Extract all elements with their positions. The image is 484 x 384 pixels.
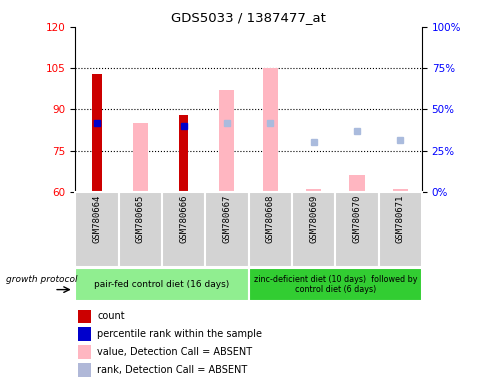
Text: rank, Detection Call = ABSENT: rank, Detection Call = ABSENT bbox=[97, 365, 247, 375]
Bar bbox=[205, 192, 248, 267]
Bar bbox=[132, 123, 148, 192]
Text: GSM780670: GSM780670 bbox=[352, 194, 361, 243]
Bar bbox=[248, 192, 291, 267]
Text: GSM780668: GSM780668 bbox=[265, 194, 274, 243]
Bar bbox=[118, 192, 162, 267]
Text: GSM780666: GSM780666 bbox=[179, 194, 188, 243]
Bar bbox=[262, 68, 277, 192]
Bar bbox=[78, 310, 91, 323]
Bar bbox=[219, 90, 234, 192]
Bar bbox=[75, 268, 248, 301]
Text: GSM780667: GSM780667 bbox=[222, 194, 231, 243]
Bar bbox=[162, 192, 205, 267]
Title: GDS5033 / 1387477_at: GDS5033 / 1387477_at bbox=[171, 11, 325, 24]
Text: percentile rank within the sample: percentile rank within the sample bbox=[97, 329, 262, 339]
Text: GSM780669: GSM780669 bbox=[308, 194, 318, 243]
Text: pair-fed control diet (16 days): pair-fed control diet (16 days) bbox=[94, 280, 229, 289]
Bar bbox=[248, 268, 421, 301]
Bar bbox=[179, 115, 188, 192]
Bar bbox=[78, 363, 91, 377]
Text: zinc-deficient diet (10 days)  followed by
control diet (6 days): zinc-deficient diet (10 days) followed b… bbox=[253, 275, 416, 294]
Text: GSM780671: GSM780671 bbox=[395, 194, 404, 243]
Bar bbox=[305, 189, 320, 192]
Bar bbox=[291, 192, 334, 267]
Text: value, Detection Call = ABSENT: value, Detection Call = ABSENT bbox=[97, 347, 252, 357]
Bar bbox=[92, 74, 102, 192]
Text: GSM780664: GSM780664 bbox=[92, 194, 101, 243]
Bar bbox=[334, 192, 378, 267]
Text: count: count bbox=[97, 311, 125, 321]
Text: GSM780665: GSM780665 bbox=[136, 194, 144, 243]
Bar bbox=[78, 345, 91, 359]
Bar bbox=[78, 327, 91, 341]
Bar bbox=[348, 175, 364, 192]
Text: growth protocol: growth protocol bbox=[6, 275, 77, 284]
Bar bbox=[75, 192, 118, 267]
Bar bbox=[392, 189, 407, 192]
Bar bbox=[378, 192, 421, 267]
